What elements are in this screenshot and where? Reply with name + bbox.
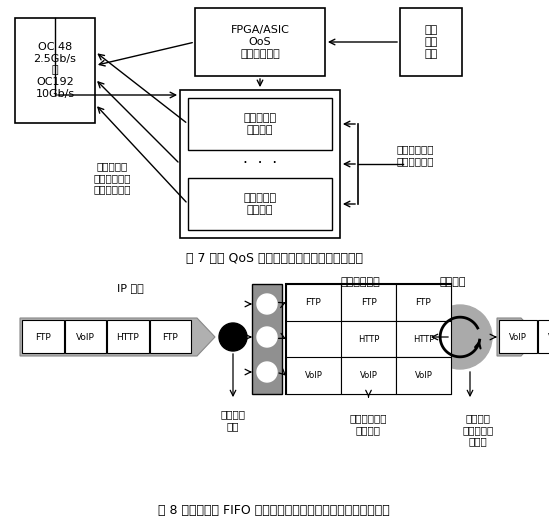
Bar [341,357,396,394]
Text: VoIP: VoIP [305,371,322,380]
Bar [499,320,537,353]
Text: 交换
矩阵
接口: 交换 矩阵 接口 [424,25,438,58]
Text: FTP: FTP [163,332,178,341]
Bar [252,284,282,394]
Text: OC 48
2.5Gb/s
或
OC192
10Gb/s: OC 48 2.5Gb/s 或 OC192 10Gb/s [33,42,76,99]
Bar [149,320,191,353]
Text: VoIP: VoIP [509,332,527,341]
Text: 高服务等级
缓存队列: 高服务等级 缓存队列 [243,113,277,135]
Text: 图 8 应用多队列 FIFO 支持数据区分和基于上层协议的分组调度: 图 8 应用多队列 FIFO 支持数据区分和基于上层协议的分组调度 [158,503,390,517]
Bar [188,98,332,150]
Bar [341,284,396,321]
Text: 首先输出
延迟敏感型
的分组: 首先输出 延迟敏感型 的分组 [462,413,494,447]
Circle shape [219,323,247,351]
Text: FTP: FTP [35,332,51,341]
Circle shape [257,294,277,314]
FancyArrow shape [20,318,215,356]
Text: HTTP: HTTP [358,335,379,343]
Bar [396,357,451,394]
Bar [396,284,451,321]
Text: VoIP: VoIP [414,371,433,380]
Bar [64,320,106,353]
Bar [400,8,462,76]
Bar [538,320,549,353]
Text: ·  ·  ·: · · · [243,157,277,171]
Text: FTP: FTP [361,298,377,307]
Text: VoIP: VoIP [548,332,549,341]
Text: 多队列存储器: 多队列存储器 [340,277,380,287]
Text: VoIP: VoIP [76,332,94,341]
Text: 调度仲裁: 调度仲裁 [440,277,466,287]
Text: 低服务等级
缓存队列: 低服务等级 缓存队列 [243,193,277,215]
Text: 图 7 支持 QoS 的高性能路由器输出调度示意图: 图 7 支持 QoS 的高性能路由器输出调度示意图 [186,251,362,265]
Text: FPGA/ASIC
OoS
服务等级定制: FPGA/ASIC OoS 服务等级定制 [231,25,289,58]
Bar [286,284,341,321]
FancyArrow shape [497,318,539,356]
Bar [180,90,340,238]
Text: 分组依据服务
等级进行缓存: 分组依据服务 等级进行缓存 [396,144,434,166]
Bar [286,357,341,394]
Bar [15,18,95,123]
Circle shape [257,327,277,347]
Text: VoIP: VoIP [360,371,378,380]
Text: IP 分组: IP 分组 [116,283,143,293]
Bar [107,320,148,353]
Text: 依据分组类型
缓存分组: 依据分组类型 缓存分组 [350,413,387,435]
Text: HTTP: HTTP [413,335,434,343]
Text: 判断分组
类型: 判断分组 类型 [221,409,245,431]
Bar [195,8,325,76]
Text: FTP: FTP [306,298,321,307]
Bar [396,321,451,357]
Circle shape [257,362,277,382]
Bar [341,321,396,357]
Text: 输出策略：
最高服务等级
分组抢先输出: 输出策略： 最高服务等级 分组抢先输出 [93,161,131,195]
Bar [22,320,64,353]
Text: HTTP: HTTP [116,332,139,341]
Bar [286,284,451,394]
Circle shape [428,305,492,369]
Bar [188,178,332,230]
Text: FTP: FTP [416,298,432,307]
